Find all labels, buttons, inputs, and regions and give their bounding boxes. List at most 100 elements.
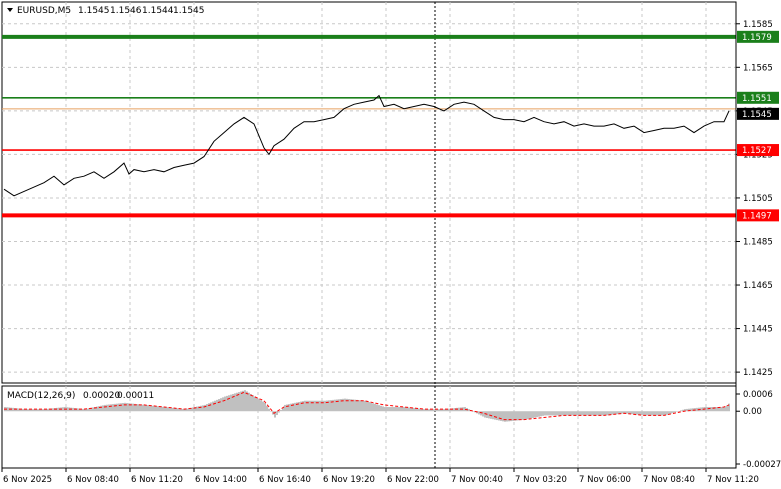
- macd-title: MACD(12,26,9): [7, 391, 75, 401]
- macd-hist-bar: [576, 411, 578, 416]
- macd-hist-bar: [112, 404, 114, 412]
- macd-hist-bar: [78, 408, 80, 412]
- macd-hist-bar: [518, 411, 520, 421]
- macd-tick-label: -0.00027: [743, 460, 781, 470]
- macd-hist-bar: [426, 409, 428, 412]
- macd-hist-bar: [400, 407, 402, 412]
- macd-hist-bar: [74, 408, 76, 412]
- macd-hist-bar: [690, 408, 692, 412]
- price-grid: [2, 2, 736, 383]
- macd-hist-bar: [380, 405, 382, 412]
- macd-hist-bar: [142, 404, 144, 412]
- macd-hist-bar: [130, 403, 132, 412]
- macd-hist-bar: [708, 407, 710, 412]
- ohlc-high: 1.1546: [110, 6, 142, 16]
- macd-hist-bar: [606, 411, 608, 416]
- macd-hist-bar: [622, 411, 624, 414]
- macd-hist-bar: [688, 408, 690, 412]
- current-price-tag-label: 1.1545: [742, 110, 772, 120]
- macd-hist-bar: [604, 411, 606, 416]
- current-price-tag: [737, 107, 779, 120]
- macd-hist-bar: [646, 411, 648, 416]
- macd-hist-bar: [194, 407, 196, 412]
- macd-hist-bar: [290, 403, 292, 412]
- macd-hist-bar: [176, 408, 178, 412]
- price-axis[interactable]: 1.15851.15651.15451.15251.15051.14851.14…: [735, 2, 781, 470]
- macd-hist-bar: [338, 399, 340, 412]
- macd-hist-bar: [278, 411, 280, 413]
- macd-hist-bar: [434, 409, 436, 412]
- macd-hist-bar: [198, 406, 200, 412]
- macd-hist-bar: [134, 403, 136, 412]
- macd-hist-bar: [260, 400, 262, 412]
- macd-hist-bar: [640, 411, 642, 416]
- macd-hist-bar: [464, 407, 466, 412]
- macd-hist-bar: [24, 409, 26, 412]
- macd-hist-bar: [250, 393, 252, 412]
- macd-hist-bar: [578, 411, 580, 416]
- macd-hist-bar: [90, 407, 92, 412]
- macd-hist-bar: [52, 408, 54, 412]
- macd-hist-bar: [720, 407, 722, 412]
- macd-hist-bar: [82, 408, 84, 412]
- macd-hist-bar: [450, 408, 452, 412]
- price-tick-label: 1.1425: [743, 368, 773, 378]
- macd-hist-bar: [228, 395, 230, 412]
- macd-hist-bar: [174, 408, 176, 412]
- macd-hist-bar: [128, 403, 130, 412]
- macd-hist-bar: [172, 407, 174, 412]
- macd-hist-bar: [386, 407, 388, 412]
- macd-hist-bar: [332, 399, 334, 412]
- macd-hist-bar: [188, 408, 190, 412]
- macd-hist-bar: [274, 411, 276, 418]
- macd-hist-bar: [208, 403, 210, 412]
- price-pane[interactable]: [1, 1, 737, 468]
- macd-hist-bar: [408, 407, 410, 412]
- collapse-triangle-icon[interactable]: [7, 8, 13, 12]
- macd-hist-bar: [286, 404, 288, 412]
- macd-hist-bar: [416, 408, 418, 412]
- macd-hist-bar: [108, 404, 110, 412]
- time-axis[interactable]: 6 Nov 2025 6 Nov 08:40 6 Nov 11:20 6 Nov 14…: [1, 467, 759, 485]
- macd-hist-bar: [382, 406, 384, 412]
- macd-hist-bar: [280, 409, 282, 412]
- macd-hist-bar: [104, 404, 106, 412]
- macd-hist-bar: [92, 407, 94, 412]
- macd-hist-bar: [612, 411, 614, 415]
- macd-hist-bar: [296, 402, 298, 412]
- price-tick-label: 1.1485: [743, 237, 773, 247]
- macd-hist-bar: [632, 411, 634, 415]
- macd-pane[interactable]: MACD(12,26,9) 0.00020 0.00011: [1, 385, 737, 469]
- macd-hist-bar: [164, 407, 166, 412]
- macd-hist-bar: [190, 407, 192, 412]
- macd-hist-bar: [352, 399, 354, 412]
- macd-hist-bar: [462, 407, 464, 412]
- macd-hist-bar: [478, 411, 480, 415]
- time-tick-label: 7 Nov 06:00: [579, 475, 631, 485]
- macd-hist-bar: [398, 407, 400, 412]
- macd-hist-bar: [222, 397, 224, 412]
- macd-hist-bar: [376, 404, 378, 412]
- macd-hist-bar: [126, 403, 128, 412]
- time-tick-label: 7 Nov 00:40: [451, 475, 503, 485]
- macd-hist-bar: [100, 405, 102, 412]
- macd-hist-bar: [32, 409, 34, 412]
- macd-hist-bar: [508, 411, 510, 422]
- macd-hist-bar: [218, 399, 220, 412]
- macd-hist-bar: [224, 396, 226, 412]
- macd-hist-bar: [76, 408, 78, 412]
- macd-hist-bar: [358, 400, 360, 412]
- macd-hist-bar: [510, 411, 512, 422]
- level-lines: [2, 34, 736, 218]
- macd-hist-bar: [724, 407, 726, 412]
- macd-hist-bar: [120, 403, 122, 412]
- macd-hist-bar: [468, 409, 470, 412]
- macd-hist-bar: [210, 402, 212, 412]
- macd-hist-bar: [266, 405, 268, 412]
- macd-hist-bar: [182, 408, 184, 412]
- macd-hist-bar: [162, 406, 164, 412]
- macd-hist-bar: [36, 409, 38, 412]
- macd-hist-bar: [718, 407, 720, 412]
- macd-hist-bar: [394, 407, 396, 412]
